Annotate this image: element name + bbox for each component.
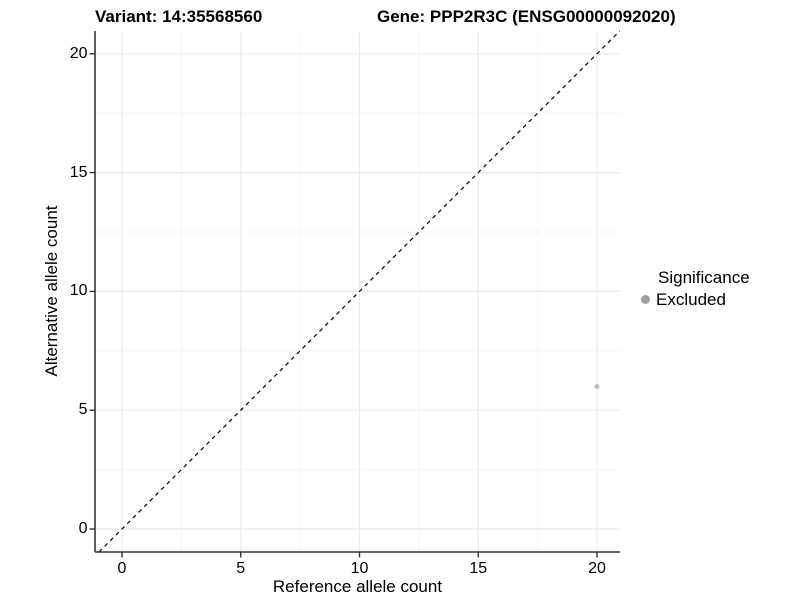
y-axis-tick-label: 20 <box>69 44 88 62</box>
x-axis-tick-label: 10 <box>350 559 369 577</box>
x-axis-title: Reference allele count <box>272 577 443 596</box>
plot-title-gene: Gene: PPP2R3C (ENSG00000092020) <box>377 7 676 26</box>
identity-reference-line <box>98 30 621 553</box>
y-axis-tick-label: 0 <box>78 520 88 537</box>
plot-title-variant: Variant: 14:35568560 <box>95 7 263 26</box>
y-axis-title: Alternative allele count <box>42 205 61 377</box>
x-axis-tick-label: 15 <box>469 559 488 577</box>
x-axis-tick-label: 0 <box>117 559 127 577</box>
legend-item-excluded: Excluded <box>640 290 790 309</box>
x-axis-tick-label: 20 <box>588 559 606 577</box>
y-axis-tick-label: 5 <box>78 401 88 419</box>
x-axis-tick-label: 5 <box>236 559 246 577</box>
data-point <box>594 383 600 389</box>
legend-point-icon <box>641 295 650 304</box>
y-axis-tick-label: 15 <box>69 163 88 181</box>
legend-title: Significance <box>658 268 750 287</box>
y-axis-tick-label: 10 <box>69 282 88 300</box>
legend: Significance Excluded <box>640 268 790 309</box>
legend-item-label: Excluded <box>656 290 726 309</box>
